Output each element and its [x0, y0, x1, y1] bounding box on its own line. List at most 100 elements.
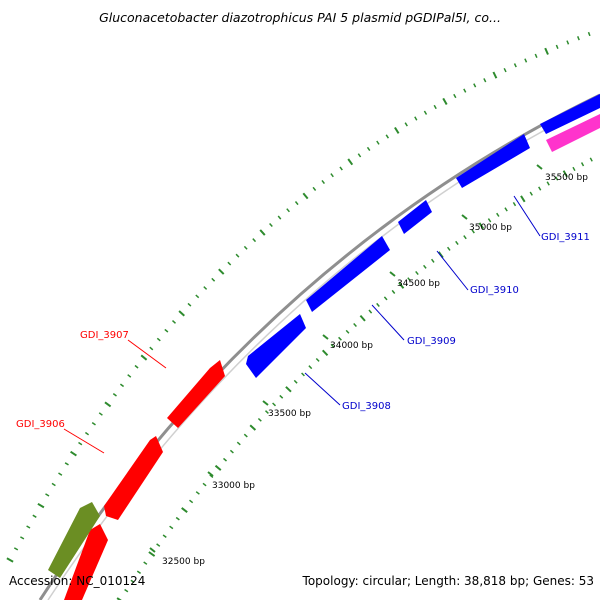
scale-label-35000: 35000 bp: [469, 223, 512, 233]
gene-arrow-blue-top[interactable]: [540, 94, 600, 134]
outer-ring-tick: [463, 88, 467, 93]
gene-label-GDI_3906[interactable]: GDI_3906: [16, 419, 65, 430]
feature-pink[interactable]: [546, 114, 600, 152]
inner-ring-tick: [315, 357, 320, 362]
outer-ring-tick: [218, 268, 225, 275]
inner-ring-tick: [415, 270, 419, 276]
feature-olive[interactable]: [48, 502, 100, 578]
inner-ring-tick: [437, 251, 444, 259]
outer-ring-tick: [211, 277, 216, 282]
outer-ring-tick: [269, 222, 273, 228]
outer-ring-tick: [156, 337, 161, 342]
inner-ring-tick: [431, 258, 435, 263]
inner-ring-tick: [562, 170, 568, 178]
inner-ring-tick: [447, 246, 451, 251]
outer-ring-tick: [503, 67, 507, 73]
inner-ring-tick: [338, 336, 342, 341]
inner-ring-tick: [189, 499, 194, 504]
inner-ring-tick: [546, 181, 550, 186]
scale-label-34500: 34500 bp: [397, 279, 440, 289]
outer-ring-tick: [294, 201, 299, 206]
inner-ring-tick: [301, 372, 305, 377]
inner-ring-tick: [162, 534, 167, 539]
inner-ring-tick: [249, 424, 257, 431]
gene-label-GDI_3910[interactable]: GDI_3910: [470, 285, 519, 296]
inner-ring-tick: [512, 202, 517, 207]
inner-ring-tick: [368, 309, 373, 314]
inner-ring-tick: [236, 441, 241, 446]
outer-ring-tick: [347, 158, 354, 166]
outer-ring-tick: [492, 71, 498, 79]
leader-GDI_3908: [304, 372, 341, 406]
gene-label-GDI_3911[interactable]: GDI_3911: [541, 232, 590, 243]
outer-ring-tick: [45, 493, 50, 497]
outer-ring-tick: [376, 140, 380, 145]
outer-ring-tick: [252, 238, 257, 243]
outer-ring-tick: [26, 525, 31, 529]
gene-label-GDI_3907[interactable]: GDI_3907: [80, 330, 129, 341]
inner-ring-tick: [520, 195, 526, 203]
inner-ring-tick: [555, 176, 559, 181]
outer-ring-tick: [64, 462, 69, 466]
inner-ring-tick: [353, 322, 357, 328]
outer-ring-tick: [203, 286, 208, 290]
outer-tick-ring: [6, 31, 591, 563]
inner-ring-tick: [391, 289, 396, 294]
inner-ring-tick: [124, 588, 129, 593]
outer-ring-tick: [473, 83, 477, 88]
gene-arrow-red-1[interactable]: [64, 524, 108, 600]
outer-ring-tick: [321, 179, 325, 185]
leader-GDI_3909: [371, 304, 405, 341]
outer-ring-tick: [433, 104, 437, 110]
outer-ring-tick: [104, 401, 112, 408]
gene-label-GDI_3909[interactable]: GDI_3909: [407, 336, 456, 347]
inner-ring-tick: [589, 157, 593, 162]
outer-ring-tick: [513, 63, 517, 68]
outer-ring-tick: [235, 253, 240, 258]
inner-ring-tick: [330, 343, 335, 348]
inner-ring-tick: [156, 543, 161, 547]
outer-ring-tick: [171, 320, 177, 324]
outer-ring-tick: [555, 44, 559, 49]
gene-arrow-blue-3911[interactable]: [456, 134, 530, 188]
gene-arrow-blue-3910[interactable]: [398, 200, 432, 234]
gene-arrow-red-2[interactable]: [104, 436, 163, 520]
inner-ring-tick: [272, 402, 277, 407]
outer-ring-tick: [339, 166, 343, 171]
outer-ring-tick: [127, 374, 132, 378]
inner-ring-tick: [423, 264, 427, 269]
outer-ring-tick: [577, 36, 580, 41]
inner-ring-tick: [293, 379, 298, 384]
leader-GDI_3907: [127, 339, 167, 369]
outer-ring-tick: [164, 328, 169, 333]
page-title: Gluconacetobacter diazotrophicus PAI 5 p…: [99, 10, 501, 25]
leader-GDI_3910: [436, 250, 469, 291]
outer-ring-tick: [483, 78, 487, 83]
outer-ring-tick: [51, 482, 56, 487]
inner-ring-tick: [223, 457, 227, 462]
scale-label-32500: 32500 bp: [162, 557, 205, 567]
inner-ring-tick: [398, 282, 405, 289]
gene-arrow-blue-3908[interactable]: [246, 314, 306, 378]
inner-ring-tick: [214, 464, 222, 471]
scale-label-33000: 33000 bp: [212, 481, 255, 491]
outer-ring-tick: [20, 536, 25, 540]
gene-label-GDI_3908[interactable]: GDI_3908: [342, 401, 391, 412]
leader-GDI_3906: [63, 428, 105, 454]
leader-GDI_3911: [513, 195, 541, 237]
outer-ring-tick: [13, 547, 19, 551]
outer-ring-tick: [84, 431, 90, 436]
gene-arrow-red-3[interactable]: [167, 360, 225, 428]
gene-arrow-blue-3909[interactable]: [306, 236, 390, 312]
outer-ring-tick: [70, 450, 77, 457]
outer-ring-tick: [404, 122, 408, 127]
outer-ring-tick: [119, 383, 125, 388]
outer-ring-tick: [385, 134, 390, 139]
inner-ring-tick: [169, 525, 174, 530]
outer-ring-tick: [178, 310, 185, 317]
inner-ring-tick: [136, 570, 142, 575]
outer-ring-tick: [187, 302, 192, 307]
inner-ring-tick: [116, 597, 122, 600]
outer-ring-tick: [195, 294, 200, 299]
